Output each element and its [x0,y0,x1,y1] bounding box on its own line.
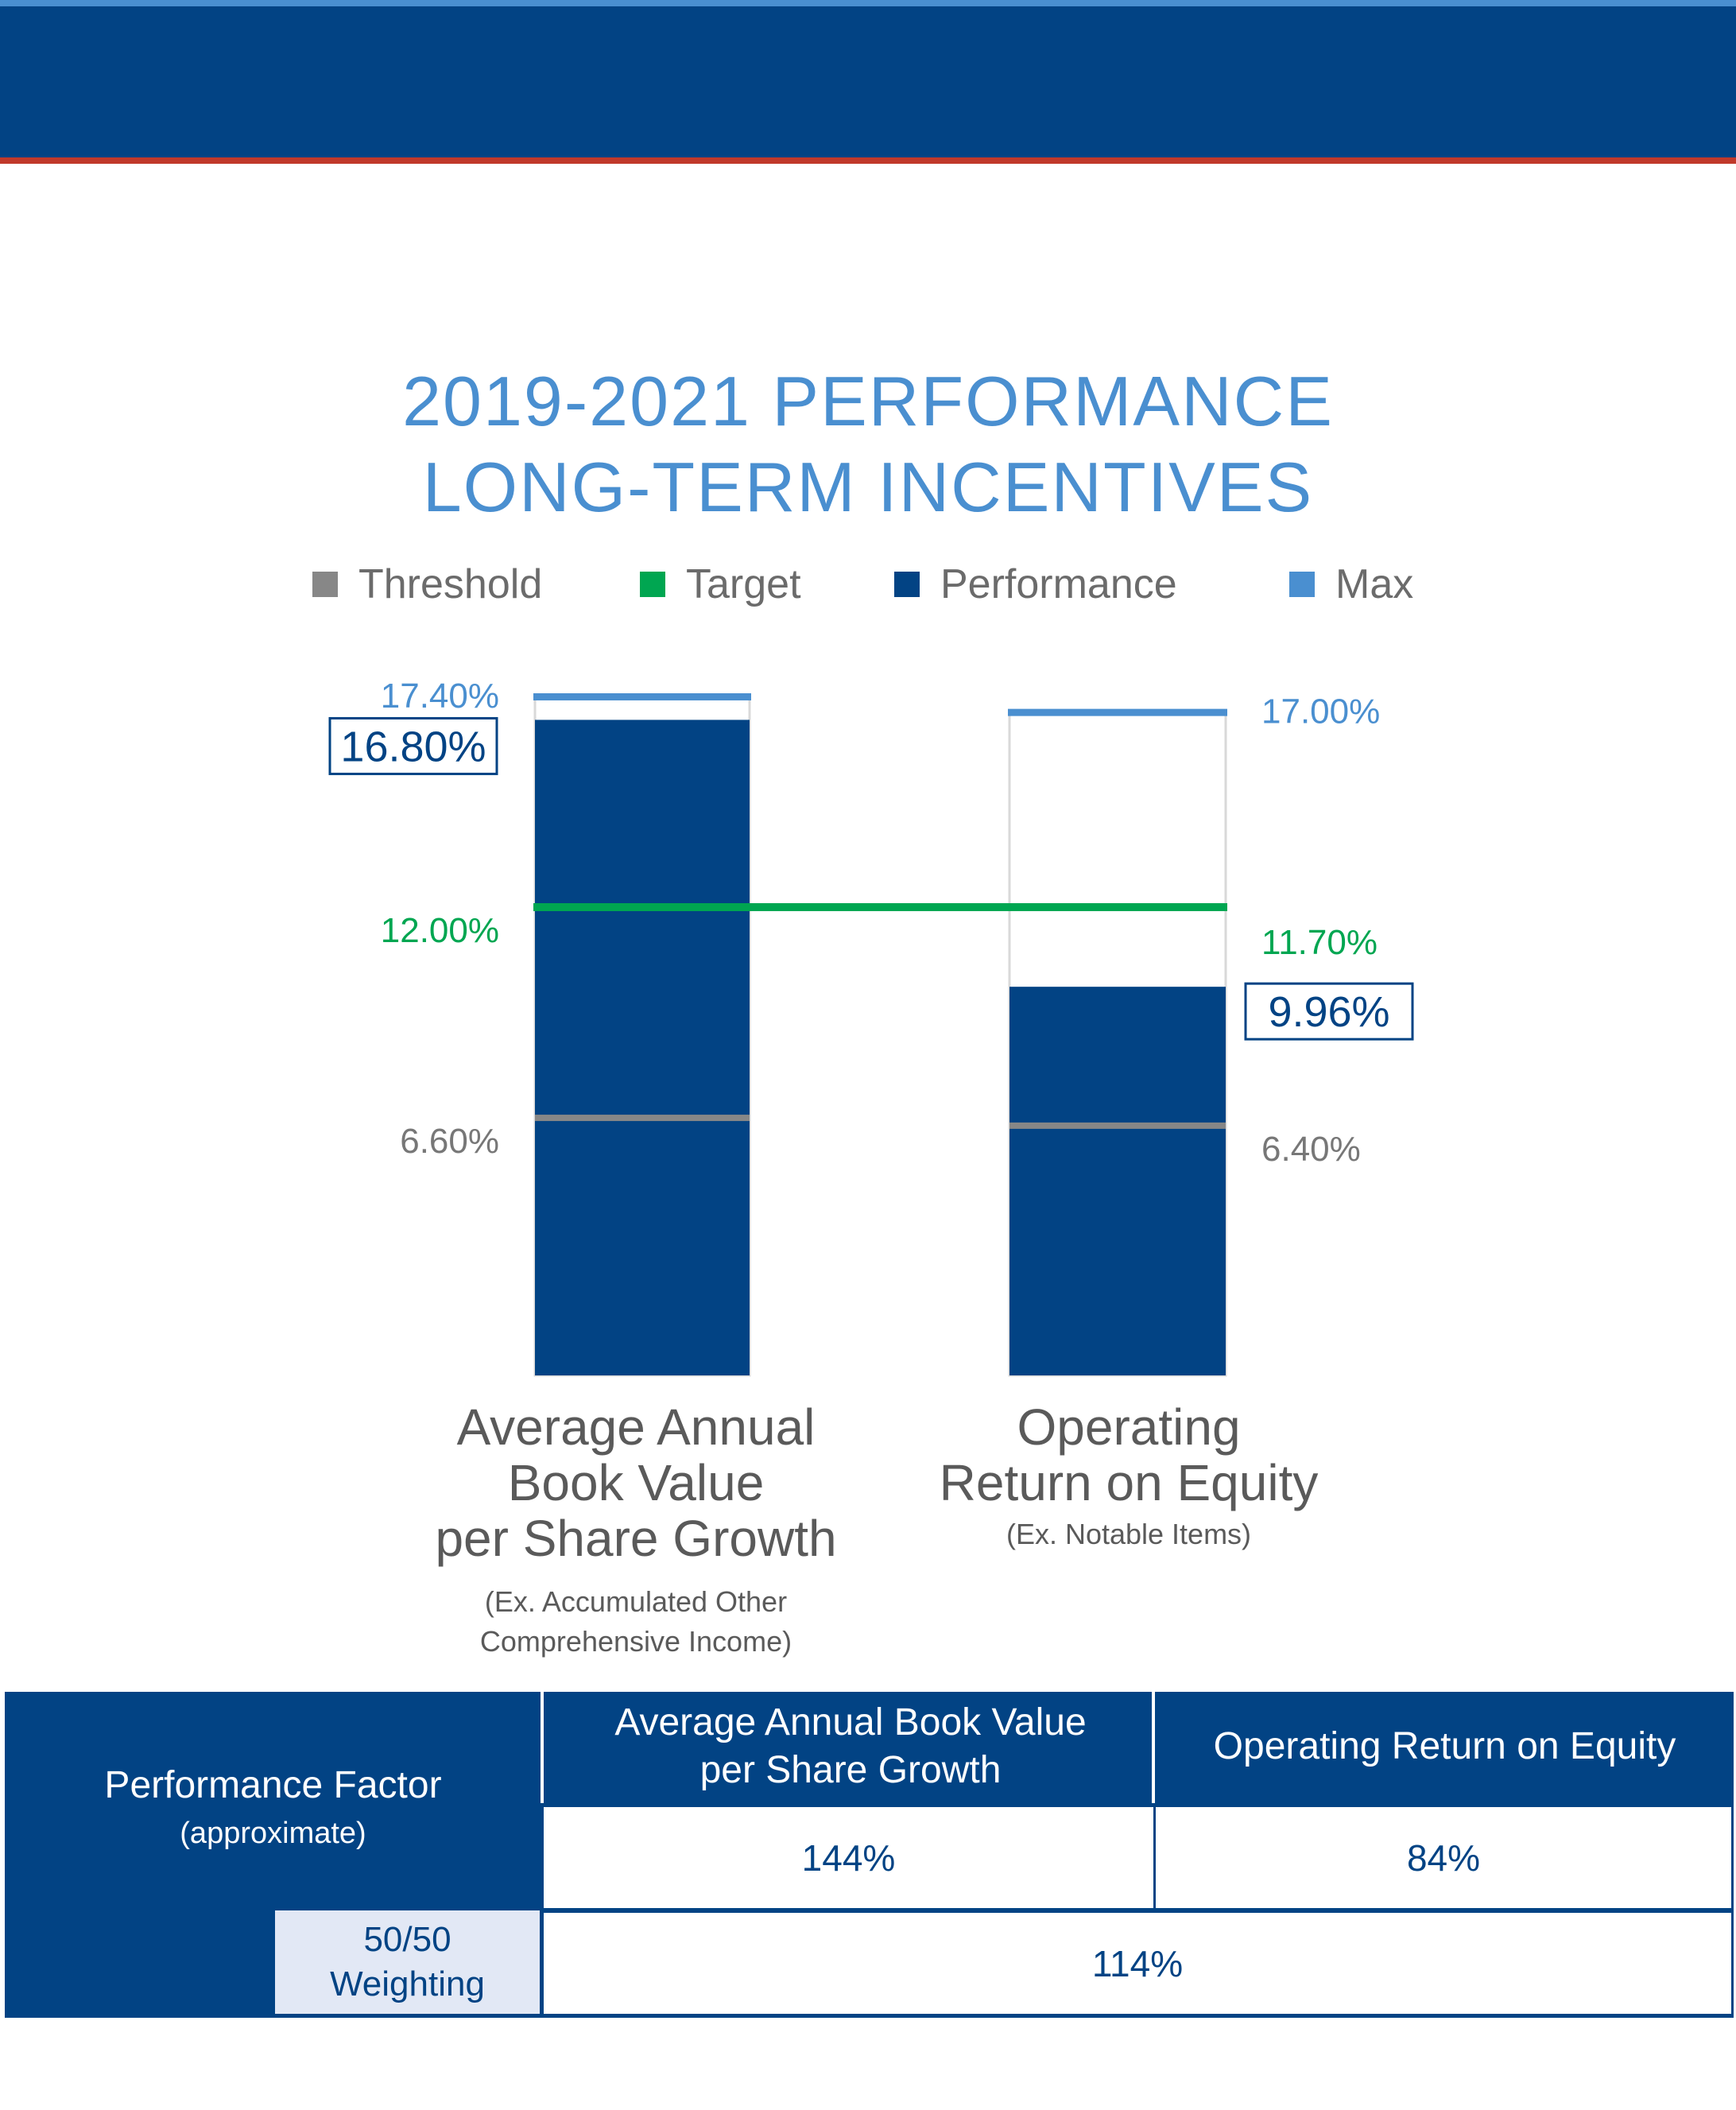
target-line [533,903,1227,912]
performance-label-box-roe [1244,982,1414,1041]
header-band [0,6,1736,157]
performance-label-roe: 9.96% [1268,988,1389,1036]
column-header-book-value-text: Average Annual Book Value per Share Grow… [614,1701,1087,1791]
value-roe: 84% [1153,1805,1734,1910]
legend-performance: Performance [894,557,1177,612]
category-note-roe: (Ex. Notable Items) [882,1515,1375,1554]
legend-target: Target [640,557,801,612]
threshold-label-roe: 6.40% [1261,1130,1361,1169]
weighting-line2: Weighting [330,1965,485,2003]
category-note-line: (Ex. Notable Items) [1006,1518,1252,1550]
performance-factor-label: Performance Factor [104,1763,442,1806]
performance-label-box-book-value [328,716,498,775]
category-note-book-value: (Ex. Accumulated Other Comprehensive Inc… [397,1582,874,1662]
category-label-line: Return on Equity [939,1454,1319,1511]
legend-max-swatch [1289,572,1315,597]
threshold-label-book-value: 6.60% [400,1122,499,1161]
header-divider [541,1692,544,1803]
chart-title-line1: 2019-2021 PERFORMANCE [402,362,1334,440]
threshold-line-roe [1009,1122,1226,1129]
performance-label-book-value: 16.80% [340,723,486,770]
target-label-roe: 11.70% [1261,923,1378,962]
category-label-roe: Operating Return on Equity [882,1399,1375,1511]
legend-performance-label: Performance [940,561,1177,607]
target-label-book-value: 12.00% [381,911,499,950]
max-label-book-value: 17.40% [381,677,499,716]
performance-bar-book-value [535,719,750,1375]
chart-title-line2: LONG-TERM INCENTIVES [422,448,1314,526]
category-note-line: (Ex. Accumulated Other [484,1585,788,1618]
max-label-roe: 17.00% [1261,692,1380,731]
legend-threshold-swatch [312,572,338,597]
category-note-line: Comprehensive Income) [479,1625,792,1658]
category-label-line: Book Value [507,1454,765,1511]
header-divider [1152,1692,1155,1803]
category-label-book-value: Average Annual Book Value per Share Grow… [382,1399,890,1566]
weighting-cell: 50/50 Weighting [275,1910,540,2014]
max-line-book-value [533,693,751,700]
column-header-book-value: Average Annual Book Value per Share Grow… [545,1692,1156,1802]
legend-target-swatch [640,572,665,597]
approximate-label: (approximate) [180,1816,366,1850]
legend-threshold: Threshold [312,557,542,612]
legend-threshold-label: Threshold [358,561,543,607]
header-accent-red [0,157,1736,164]
combined-value: 114% [541,1910,1734,2016]
category-label-line: Average Annual [456,1398,816,1456]
performance-factor-table: Performance Factor (approximate) Average… [5,1692,1734,2018]
legend-max-label: Max [1335,561,1414,607]
weighting-line1: 50/50 [363,1920,451,1959]
header-accent-top [0,0,1736,6]
performance-factor-heading: Performance Factor (approximate) [5,1692,541,1926]
category-label-line: per Share Growth [435,1510,837,1567]
category-label-line: Operating [1017,1398,1241,1456]
max-line-roe [1008,708,1227,716]
legend-max: Max [1289,557,1413,612]
column-header-roe: Operating Return on Equity [1213,1725,1676,1767]
bar-chart: 17.40% 12.00% 6.60% 16.80% 17.00% 11.70% 6.40%… [328,677,1414,1377]
threshold-line-book-value [535,1115,750,1122]
performance-bar-roe [1009,987,1226,1375]
value-book-value: 144% [541,1805,1156,1910]
legend-target-label: Target [686,561,801,607]
legend-performance-swatch [894,572,920,597]
